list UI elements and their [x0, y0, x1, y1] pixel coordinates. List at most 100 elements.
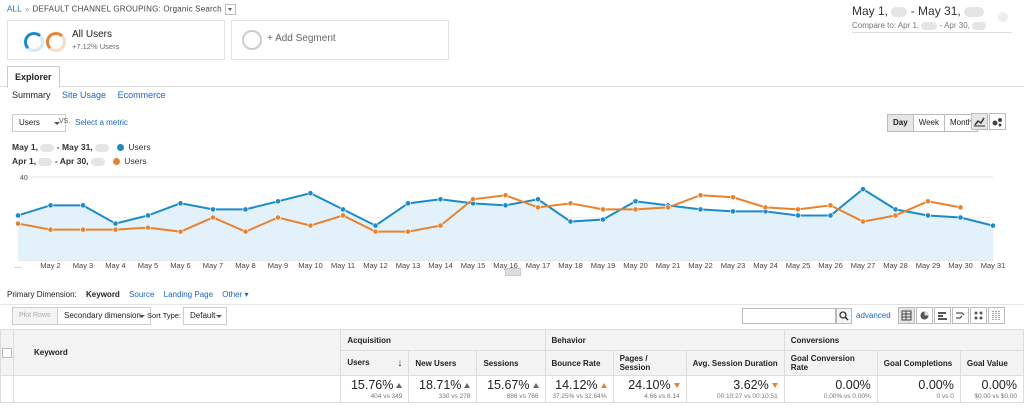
x-tick-label: May 31 [980, 261, 1006, 270]
x-tick-label: May 11 [330, 261, 356, 270]
column-header-pages-session[interactable]: Pages / Session [612, 350, 687, 376]
date-range-picker[interactable]: May 1, - May 31, Compare to: Apr 1, - Ap… [852, 4, 1012, 33]
data-point-current [925, 212, 931, 219]
totals-cell: 0.00% 0.00% vs 0.00% [783, 375, 878, 403]
totals-cell: 14.12% 37.25% vs 32.64% [544, 375, 614, 403]
segment-ring-icon [24, 32, 44, 52]
pivot-view-icon[interactable] [988, 307, 1005, 324]
column-header-users[interactable]: Users ↓ [340, 350, 410, 376]
tab-explorer[interactable]: Explorer [7, 66, 60, 88]
motion-chart-icon[interactable] [989, 113, 1006, 130]
totals-value: 14.12% [555, 378, 598, 392]
totals-comparison: 00:10:27 vs 00:10:51 [717, 393, 778, 400]
x-tick-label: May 8 [235, 261, 256, 270]
segment-all-users[interactable]: All Users +7.12% Users [7, 20, 225, 60]
legend-range-start: May 1, [12, 142, 38, 152]
totals-cell: 3.62% 00:10:27 vs 00:10:51 [685, 375, 785, 403]
dimension-landing-page[interactable]: Landing Page [163, 290, 214, 299]
select-metric-link[interactable]: Select a metric [75, 118, 128, 127]
x-tick-label: May 22 [688, 261, 713, 270]
area-fill-users-current [18, 189, 993, 260]
x-tick-label: May 18 [558, 261, 583, 270]
pie-view-icon[interactable] [916, 307, 933, 324]
column-header-sessions[interactable]: Sessions [476, 350, 546, 376]
granularity-month-button[interactable]: Month [945, 115, 978, 131]
line-chart-icon[interactable] [971, 113, 988, 130]
dimension-other[interactable]: Other ▾ [222, 290, 249, 299]
column-header-goal-conversion-rate[interactable]: Goal Conversion Rate [783, 350, 878, 376]
totals-checkbox-cell [0, 375, 14, 403]
data-point-current [405, 200, 411, 207]
totals-comparison: 37.25% vs 32.64% [552, 393, 607, 400]
data-point-compare [307, 222, 314, 229]
x-tick-label: May 4 [105, 261, 126, 270]
group-header-behavior: Behavior [544, 329, 785, 351]
x-tick-label: May 19 [590, 261, 616, 270]
x-tick-label: May 23 [720, 261, 746, 270]
search-icon[interactable] [836, 308, 852, 324]
chevron-down-icon [54, 122, 60, 125]
data-point-current [860, 186, 866, 193]
subnav-site-usage[interactable]: Site Usage [62, 90, 107, 100]
redacted-block [90, 157, 105, 166]
totals-cell: 24.10% 4.66 vs 6.14 [612, 375, 687, 403]
totals-value: 15.76% [350, 378, 394, 392]
bar-view-icon[interactable] [934, 307, 951, 324]
granularity-week-button[interactable]: Week [913, 115, 945, 131]
metric-select[interactable]: Users [12, 114, 66, 132]
select-all-checkbox[interactable] [2, 347, 12, 358]
chart-resize-handle[interactable] [505, 268, 521, 276]
term-cloud-icon[interactable] [970, 307, 987, 324]
totals-value: 3.62% [733, 378, 769, 392]
x-tick-label: May 6 [170, 261, 191, 270]
x-tick-label: May 2 [40, 261, 61, 270]
subnav-summary[interactable]: Summary [12, 90, 51, 100]
totals-value: 0.00% [918, 378, 954, 392]
series-line-users-compare [17, 194, 961, 233]
data-point-compare [210, 214, 216, 221]
column-header-keyword[interactable]: Keyword [12, 329, 342, 376]
legend-series-label: Users [124, 156, 147, 166]
subnav-ecommerce[interactable]: Ecommerce [117, 90, 166, 100]
data-point-compare [827, 202, 834, 209]
table-view-icon[interactable] [898, 307, 915, 324]
sort-type-select[interactable]: Default [183, 307, 227, 325]
data-point-current [990, 222, 996, 229]
data-point-compare [145, 224, 151, 231]
breadcrumb-dropdown-icon[interactable] [224, 4, 236, 15]
data-point-compare [600, 206, 606, 213]
column-header-goal-completions[interactable]: Goal Completions [876, 350, 961, 376]
data-point-compare [632, 206, 639, 213]
data-point-compare [470, 196, 476, 203]
data-point-current [437, 196, 444, 203]
column-header-new-users[interactable]: New Users [408, 350, 478, 376]
comparison-view-icon[interactable] [952, 307, 969, 324]
advanced-link[interactable]: advanced [856, 311, 891, 320]
column-header-goal-value[interactable]: Goal Value [959, 350, 1024, 376]
plot-rows-button[interactable]: Plot Rows [12, 307, 58, 325]
secondary-dimension-select[interactable]: Secondary dimension [57, 307, 151, 325]
totals-cell: 18.71% 330 vs 278 [408, 375, 478, 403]
data-point-compare [892, 212, 899, 219]
data-point-compare [795, 206, 801, 213]
data-point-current [242, 206, 249, 213]
select-all-checkbox-cell [0, 329, 14, 376]
date-dropdown-icon[interactable] [998, 12, 1008, 22]
table-search-input[interactable] [742, 308, 836, 324]
x-tick-label: May 28 [883, 261, 908, 270]
dimension-source[interactable]: Source [129, 290, 155, 299]
x-tick-label: May 9 [267, 261, 289, 270]
legend-series-label: Users [128, 142, 151, 152]
add-segment-card[interactable]: + Add Segment [231, 20, 449, 60]
totals-comparison: 404 vs 349 [370, 393, 403, 400]
trend-up-icon [464, 383, 471, 389]
totals-comparison: 0.00% vs 0.00% [823, 393, 871, 400]
column-header-avg-session-duration[interactable]: Avg. Session Duration [685, 350, 785, 376]
data-point-current [600, 216, 606, 223]
dimension-keyword[interactable]: Keyword [86, 290, 120, 299]
trend-down-icon [771, 383, 778, 389]
x-tick-label: May 21 [655, 261, 681, 270]
breadcrumb-all[interactable]: ALL [7, 4, 22, 14]
column-header-bounce-rate[interactable]: Bounce Rate [544, 350, 614, 376]
granularity-day-button[interactable]: Day [888, 115, 914, 131]
